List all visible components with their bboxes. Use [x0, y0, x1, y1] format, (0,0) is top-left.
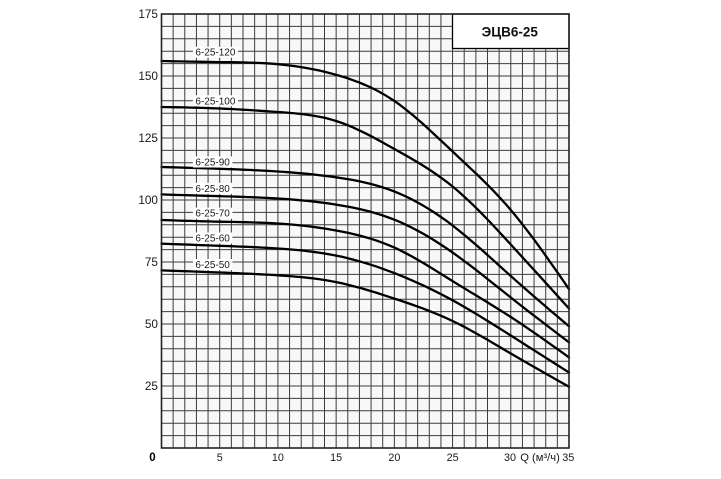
svg-text:Q (м³/ч): Q (м³/ч) — [520, 452, 560, 464]
svg-text:25: 25 — [145, 379, 159, 393]
svg-text:6-25-70: 6-25-70 — [195, 209, 230, 220]
svg-text:25: 25 — [447, 452, 459, 464]
svg-text:6-25-100: 6-25-100 — [195, 96, 235, 107]
svg-text:100: 100 — [138, 193, 158, 207]
svg-text:6-25-120: 6-25-120 — [195, 48, 235, 59]
svg-text:50: 50 — [145, 317, 159, 331]
svg-text:ЭЦВ6-25: ЭЦВ6-25 — [482, 25, 539, 40]
svg-text:6-25-80: 6-25-80 — [195, 184, 230, 195]
svg-text:150: 150 — [138, 69, 158, 83]
svg-text:6-25-50: 6-25-50 — [195, 260, 230, 271]
svg-text:6-25-90: 6-25-90 — [195, 158, 230, 169]
svg-text:175: 175 — [138, 7, 158, 21]
svg-text:15: 15 — [330, 452, 342, 464]
svg-text:6-25-60: 6-25-60 — [195, 234, 230, 245]
svg-text:5: 5 — [217, 452, 223, 464]
svg-text:0: 0 — [149, 452, 155, 464]
svg-text:125: 125 — [138, 131, 158, 145]
svg-text:35: 35 — [562, 452, 574, 464]
svg-text:10: 10 — [272, 452, 284, 464]
svg-text:75: 75 — [145, 255, 159, 269]
svg-text:30: 30 — [504, 452, 516, 464]
svg-text:20: 20 — [388, 452, 400, 464]
